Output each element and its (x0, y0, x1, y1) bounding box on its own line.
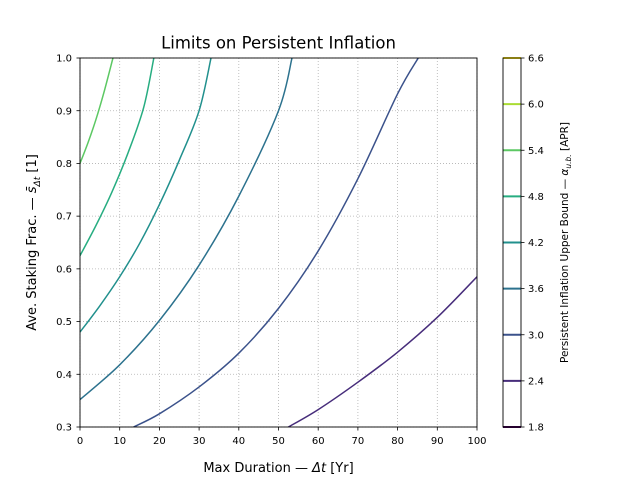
x-tick-label: 0 (77, 436, 83, 447)
x-tick-label: 80 (391, 436, 404, 447)
y-tick-label: 1.0 (56, 54, 72, 65)
x-tick-label: 10 (113, 436, 126, 447)
y-tick-label: 0.9 (56, 106, 72, 117)
colorbar-tick-label: 3.6 (528, 284, 544, 295)
y-tick-label: 0.5 (56, 317, 72, 328)
colorbar-tick-label: 2.4 (528, 376, 544, 387)
x-tick-label: 70 (352, 436, 365, 447)
contour-line-4-8 (80, 58, 155, 257)
x-axis-label-text: Max Duration — (203, 461, 312, 476)
colorbar-label-text: Persistent Inflation Upper Bound — (559, 176, 571, 363)
plot-lines (80, 58, 477, 427)
contour-line-4-2 (80, 58, 212, 333)
contour-line-3 (133, 58, 419, 427)
y-axis-label-symbol: s̄ (25, 186, 40, 193)
contour-line-2-4 (288, 276, 477, 427)
colorbar-tick-label: 6.6 (528, 54, 544, 65)
contour-line-3-6 (80, 58, 293, 401)
x-tick-label: 40 (232, 436, 245, 447)
y-tick-label: 0.7 (56, 212, 72, 223)
x-tick-label: 50 (272, 436, 285, 447)
y-axis: 0.3 0.4 0.5 0.6 0.7 0.8 0.9 1.0 (56, 54, 80, 434)
colorbar-tick-label: 6.0 (528, 100, 544, 111)
x-tick-label: 20 (153, 436, 166, 447)
x-axis-label-symbol: Δt (311, 461, 327, 476)
y-tick-label: 0.3 (56, 423, 72, 434)
x-tick-label: 30 (193, 436, 206, 447)
colorbar-label-symbol: α (559, 169, 571, 176)
colorbar-frame (502, 57, 522, 428)
y-axis-label: Ave. Staking Frac. — s̄Δt [1] (25, 154, 43, 331)
y-tick-label: 0.8 (56, 159, 72, 170)
colorbar-label: Persistent Inflation Upper Bound — αu.b.… (559, 122, 573, 363)
y-axis-label-subscript: Δt (33, 176, 43, 187)
x-axis-label: Max Duration — Δt [Yr] (203, 461, 353, 476)
x-tick-label: 90 (431, 436, 444, 447)
contour-line-5-4 (80, 58, 114, 164)
y-axis-label-unit: [1] (25, 154, 40, 177)
colorbar-label-unit: [APR] (559, 122, 571, 154)
colorbar-tick-label: 4.8 (528, 192, 544, 203)
x-tick-label: 60 (312, 436, 325, 447)
colorbar-tick-label: 4.2 (528, 238, 544, 249)
x-axis-label-unit: [Yr] (326, 461, 354, 476)
y-tick-label: 0.6 (56, 264, 72, 275)
colorbar-tick-label: 3.0 (528, 330, 544, 341)
colorbar-tick-label: 1.8 (528, 423, 544, 434)
y-axis-label-text: Ave. Staking Frac. — (25, 193, 40, 331)
colorbar-tick-label: 5.4 (528, 146, 544, 157)
chart-title: Limits on Persistent Inflation (161, 34, 396, 53)
colorbar-label-subscript: u.b. (564, 154, 573, 168)
x-tick-label: 100 (467, 436, 486, 447)
y-tick-label: 0.4 (56, 370, 72, 381)
x-axis: 0 10 20 30 40 50 60 70 80 90 100 (77, 427, 487, 447)
colorbar: 1.8 2.4 3.0 3.6 4.2 4.8 5.4 6.0 6.6 (503, 54, 544, 434)
